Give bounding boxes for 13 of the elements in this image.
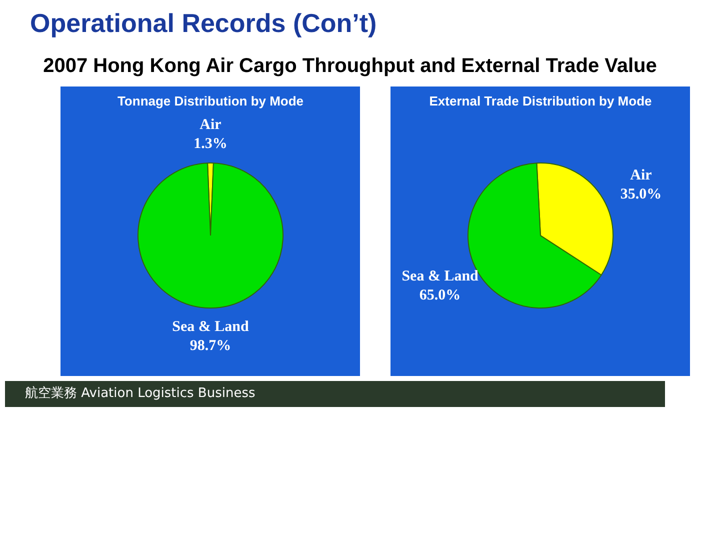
slice-label: Sea & Land: [402, 268, 480, 284]
slice-label: Air: [200, 116, 222, 133]
chart-title: External Trade Distribution by Mode: [429, 93, 652, 108]
slice-label: Air: [630, 167, 652, 184]
text: 航空業務 Aviation Logistics Business: [25, 384, 256, 403]
text: 2007 Hong Kong Air Cargo Throughput and External Trade Value: [43, 54, 657, 80]
slice-label: Sea & Land: [172, 318, 250, 335]
data-label: 35.0%: [620, 186, 662, 202]
data-label: 1.3%: [194, 136, 228, 152]
text: Operational Records (Con’t): [30, 7, 377, 40]
data-label: 65.0%: [419, 287, 461, 304]
data-label: 98.7%: [190, 338, 232, 354]
chart-title: Tonnage Distribution by Mode: [117, 93, 304, 108]
